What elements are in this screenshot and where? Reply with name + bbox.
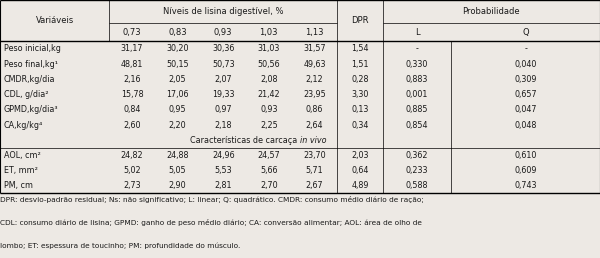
Text: 0,743: 0,743 — [514, 181, 537, 190]
Text: 0,83: 0,83 — [168, 28, 187, 37]
Text: 1,13: 1,13 — [305, 28, 323, 37]
Text: 31,03: 31,03 — [257, 44, 280, 53]
Text: 0,330: 0,330 — [406, 60, 428, 69]
Text: in vivo: in vivo — [300, 136, 326, 145]
Text: 2,08: 2,08 — [260, 75, 278, 84]
Text: 2,90: 2,90 — [169, 181, 187, 190]
Text: 0,001: 0,001 — [406, 90, 428, 99]
Text: -: - — [416, 44, 418, 53]
Text: 0,883: 0,883 — [406, 75, 428, 84]
Text: 31,57: 31,57 — [303, 44, 326, 53]
Text: 50,73: 50,73 — [212, 60, 235, 69]
Text: 2,70: 2,70 — [260, 181, 278, 190]
Text: 1,51: 1,51 — [351, 60, 369, 69]
Text: 2,16: 2,16 — [123, 75, 141, 84]
Text: 2,60: 2,60 — [123, 120, 141, 130]
Text: AOL, cm²: AOL, cm² — [4, 151, 40, 160]
Text: CA,kg/kg⁴: CA,kg/kg⁴ — [4, 120, 43, 130]
Text: 21,42: 21,42 — [257, 90, 280, 99]
Text: 24,96: 24,96 — [212, 151, 235, 160]
Text: 5,66: 5,66 — [260, 166, 278, 175]
Text: 23,70: 23,70 — [303, 151, 326, 160]
Text: 0,610: 0,610 — [514, 151, 537, 160]
Text: PM, cm: PM, cm — [4, 181, 32, 190]
Text: 2,07: 2,07 — [214, 75, 232, 84]
Text: CMDR,kg/dia: CMDR,kg/dia — [4, 75, 55, 84]
Text: 0,047: 0,047 — [514, 105, 537, 114]
Text: 0,28: 0,28 — [351, 75, 369, 84]
Text: 50,15: 50,15 — [166, 60, 189, 69]
Text: 2,73: 2,73 — [123, 181, 141, 190]
Text: 2,81: 2,81 — [214, 181, 232, 190]
Text: 0,84: 0,84 — [124, 105, 140, 114]
Text: 2,67: 2,67 — [305, 181, 323, 190]
Text: 2,25: 2,25 — [260, 120, 278, 130]
Text: 0,34: 0,34 — [352, 120, 368, 130]
Text: 0,885: 0,885 — [406, 105, 428, 114]
Text: 1,03: 1,03 — [260, 28, 278, 37]
Text: 0,048: 0,048 — [514, 120, 537, 130]
Text: DPR: desvio-padrão residual; Ns: não significativo; L: linear; Q: quadrático. CM: DPR: desvio-padrão residual; Ns: não sig… — [0, 196, 424, 203]
Text: 31,17: 31,17 — [121, 44, 143, 53]
Text: 30,36: 30,36 — [212, 44, 235, 53]
Text: 0,93: 0,93 — [260, 105, 278, 114]
Text: 0,609: 0,609 — [514, 166, 537, 175]
Text: 0,657: 0,657 — [514, 90, 537, 99]
Text: 2,03: 2,03 — [351, 151, 369, 160]
Text: Variáveis: Variáveis — [35, 16, 74, 25]
Text: CDL: consumo diário de lisina; GPMD: ganho de peso médio diário; CA: conversão a: CDL: consumo diário de lisina; GPMD: gan… — [0, 219, 422, 226]
Text: 0,362: 0,362 — [406, 151, 428, 160]
Text: Peso final,kg¹: Peso final,kg¹ — [4, 60, 58, 69]
Text: GPMD,kg/dia³: GPMD,kg/dia³ — [4, 105, 58, 114]
Text: DPR: DPR — [351, 16, 369, 25]
Text: 30,20: 30,20 — [166, 44, 189, 53]
Text: ET, mm²: ET, mm² — [4, 166, 37, 175]
Text: 17,06: 17,06 — [166, 90, 189, 99]
Text: Características de carcaça: Características de carcaça — [190, 136, 300, 145]
Text: 0,93: 0,93 — [214, 28, 232, 37]
Text: 2,20: 2,20 — [169, 120, 187, 130]
Text: 24,82: 24,82 — [121, 151, 143, 160]
Text: 0,86: 0,86 — [306, 105, 323, 114]
Text: lombo; ET: espessura de toucinho; PM: profundidade do músculo.: lombo; ET: espessura de toucinho; PM: pr… — [0, 243, 241, 249]
Text: 5,53: 5,53 — [214, 166, 232, 175]
Text: 23,95: 23,95 — [303, 90, 326, 99]
Text: 24,88: 24,88 — [166, 151, 189, 160]
Text: 0,588: 0,588 — [406, 181, 428, 190]
Text: 0,040: 0,040 — [514, 60, 537, 69]
Text: 5,05: 5,05 — [169, 166, 187, 175]
Text: 24,57: 24,57 — [257, 151, 280, 160]
Text: 2,05: 2,05 — [169, 75, 187, 84]
Text: 0,309: 0,309 — [514, 75, 537, 84]
Text: 0,73: 0,73 — [122, 28, 142, 37]
Text: Níveis de lisina digestível, %: Níveis de lisina digestível, % — [163, 7, 283, 16]
Text: CDL, g/dia²: CDL, g/dia² — [4, 90, 48, 99]
Text: 0,64: 0,64 — [352, 166, 368, 175]
Text: 0,854: 0,854 — [406, 120, 428, 130]
Text: 15,78: 15,78 — [121, 90, 143, 99]
Text: 3,30: 3,30 — [352, 90, 368, 99]
Text: 0,233: 0,233 — [406, 166, 428, 175]
Text: 5,71: 5,71 — [305, 166, 323, 175]
Text: 0,95: 0,95 — [169, 105, 187, 114]
Text: 1,54: 1,54 — [351, 44, 369, 53]
Text: 49,63: 49,63 — [303, 60, 326, 69]
Text: 2,64: 2,64 — [305, 120, 323, 130]
Text: 0,97: 0,97 — [214, 105, 232, 114]
Text: 0,13: 0,13 — [352, 105, 368, 114]
Text: -: - — [524, 44, 527, 53]
Text: 4,89: 4,89 — [351, 181, 369, 190]
Text: 50,56: 50,56 — [257, 60, 280, 69]
Text: 48,81: 48,81 — [121, 60, 143, 69]
Text: Q: Q — [522, 28, 529, 37]
Text: L: L — [415, 28, 419, 37]
Text: 2,12: 2,12 — [305, 75, 323, 84]
Text: Probabilidade: Probabilidade — [463, 7, 520, 16]
Text: 5,02: 5,02 — [123, 166, 141, 175]
Text: Peso inicial,kg: Peso inicial,kg — [4, 44, 61, 53]
Text: 19,33: 19,33 — [212, 90, 235, 99]
Text: 2,18: 2,18 — [214, 120, 232, 130]
